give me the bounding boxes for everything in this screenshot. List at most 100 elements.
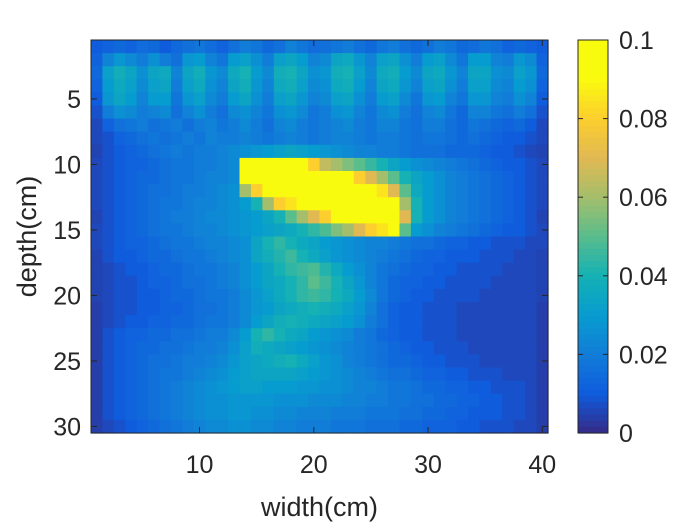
heatmap-cell [296, 105, 309, 120]
heatmap-cell [388, 302, 401, 316]
x-axis: 10 20 30 40 [186, 40, 556, 479]
heatmap-cell [479, 40, 492, 54]
heatmap-cell [296, 288, 309, 303]
heatmap-cell [456, 66, 469, 80]
heatmap-cell [296, 92, 309, 107]
heatmap-cell [136, 341, 149, 355]
heatmap-cell [125, 53, 138, 67]
heatmap-cell [250, 249, 263, 264]
heatmap-cell [445, 131, 458, 146]
heatmap-cell [330, 40, 343, 54]
heatmap-cell [250, 275, 263, 290]
heatmap-cell [502, 53, 515, 67]
heatmap-cell [479, 223, 492, 238]
heatmap-cell [536, 328, 549, 342]
heatmap-cell [353, 66, 366, 80]
heatmap-cell [136, 171, 149, 185]
heatmap-cell [468, 367, 481, 382]
heatmap-cell [479, 236, 492, 251]
heatmap-cell [216, 131, 229, 146]
heatmap-cell [170, 157, 184, 172]
heatmap-cell [273, 341, 286, 355]
heatmap-cell [468, 249, 481, 264]
heatmap-cell [365, 341, 378, 355]
heatmap-cell [113, 92, 126, 107]
heatmap-cell [170, 288, 184, 303]
heatmap-cell [536, 40, 549, 54]
heatmap-cell [159, 92, 172, 107]
heatmap-cell [353, 118, 366, 133]
heatmap-cell [525, 367, 538, 382]
heatmap-cell [102, 131, 115, 146]
heatmap-cell [250, 197, 263, 211]
heatmap-cell [422, 406, 435, 421]
heatmap-cell [136, 53, 149, 67]
heatmap-cell [445, 157, 458, 172]
heatmap-cell [422, 118, 435, 133]
heatmap-cell [319, 380, 332, 395]
heatmap-cell [342, 419, 355, 434]
heatmap-cell [273, 53, 286, 67]
heatmap-cell [262, 419, 275, 434]
y-tick-label: 30 [53, 413, 81, 441]
heatmap-cell [319, 249, 332, 264]
heatmap-cell [388, 79, 401, 93]
heatmap-cell [216, 249, 229, 264]
heatmap-cell [250, 367, 263, 382]
heatmap-cell [250, 262, 263, 277]
heatmap-cell [490, 236, 503, 251]
heatmap-cell [365, 354, 378, 369]
heatmap-cell [262, 367, 275, 382]
heatmap-cell [479, 171, 492, 185]
heatmap-cell [388, 328, 401, 342]
heatmap-cell [296, 197, 309, 211]
heatmap-cell [433, 197, 446, 211]
heatmap-cell [148, 249, 161, 264]
heatmap-cell [182, 223, 195, 238]
colorbar-segment [578, 340, 608, 348]
heatmap-cell [216, 171, 229, 185]
heatmap-cell [205, 197, 218, 211]
heatmap-cell [456, 341, 469, 355]
heatmap-cell [296, 118, 309, 133]
heatmap-cell [308, 236, 321, 251]
heatmap-cell [410, 288, 423, 303]
heatmap-cell [148, 262, 161, 277]
heatmap-cell [159, 105, 172, 120]
heatmap-cell [193, 328, 206, 342]
heatmap-cell [148, 118, 161, 133]
heatmap-cell [399, 302, 412, 316]
heatmap-cell [113, 262, 126, 277]
heatmap-cell [148, 315, 161, 329]
heatmap-cell [468, 118, 481, 133]
heatmap-cell [468, 40, 481, 54]
heatmap-cell [216, 184, 229, 198]
heatmap-cell [136, 105, 149, 120]
heatmap-cell [159, 66, 172, 80]
heatmap-cell [182, 406, 195, 421]
heatmap-cell [159, 40, 172, 54]
heatmap-cell [376, 275, 389, 290]
heatmap-cell [239, 105, 252, 120]
heatmap-cell [536, 197, 549, 211]
heatmap-cell [125, 341, 138, 355]
heatmap-cell [239, 367, 252, 382]
heatmap-cell [456, 197, 469, 211]
heatmap-cell [193, 406, 206, 421]
heatmap-cell [410, 40, 423, 54]
heatmap-cell [319, 40, 332, 54]
heatmap-cell [308, 92, 321, 107]
heatmap-cell [296, 341, 309, 355]
heatmap-cell [193, 262, 206, 277]
heatmap-cell [319, 210, 332, 224]
heatmap-cell [148, 40, 161, 54]
colorbar-segment [578, 82, 608, 90]
heatmap-cell [91, 275, 104, 290]
heatmap-cell [525, 419, 538, 434]
heatmap-cell [273, 354, 286, 369]
y-tick-label: 10 [53, 151, 81, 179]
heatmap-cell [502, 210, 515, 224]
heatmap-cell [445, 53, 458, 67]
colorbar-segment [578, 248, 608, 256]
heatmap-cell [285, 393, 298, 408]
